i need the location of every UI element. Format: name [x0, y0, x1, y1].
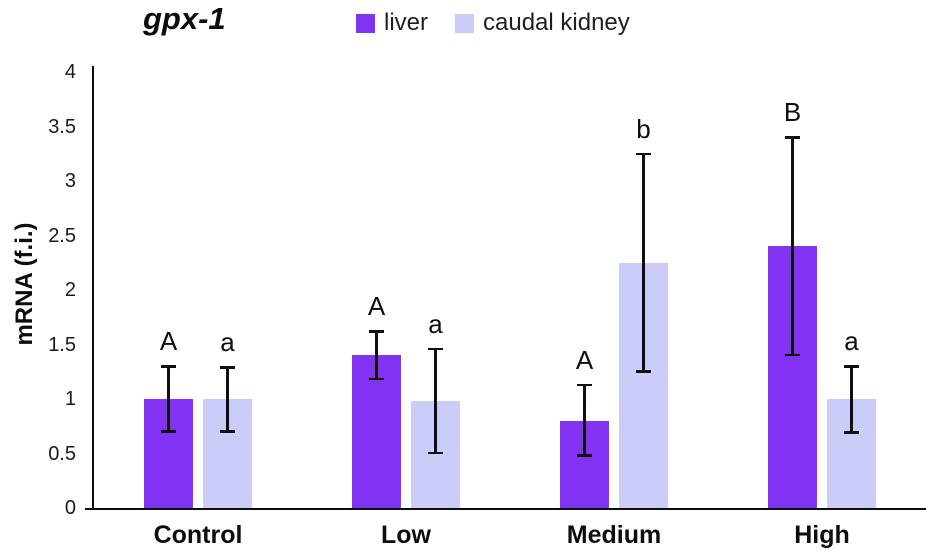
y-tick-label: 0.5: [48, 442, 76, 465]
x-axis-label: Low: [381, 521, 431, 549]
error-bar-cap-bottom-caudal-kidney-high: [844, 431, 859, 434]
sig-letter-caudal-kidney-low: a: [428, 308, 443, 339]
y-tick-label: 2: [64, 279, 76, 301]
sig-letter-liver-low: A: [367, 291, 386, 322]
y-tick-label: 1.5: [48, 333, 76, 356]
y-tick-label: 4: [64, 61, 76, 83]
chart-title: gpx-1: [143, 1, 226, 36]
error-bar-cap-bottom-liver-high: [785, 354, 800, 357]
x-axis-label: Medium: [566, 521, 662, 549]
sig-letter-caudal-kidney-high: a: [844, 326, 859, 357]
error-bar-cap-top-caudal-kidney-high: [844, 365, 859, 368]
sig-letter-caudal-kidney-control: a: [220, 327, 235, 358]
error-bar-line-liver-high: [791, 137, 794, 356]
error-bar-cap-top-caudal-kidney-low: [428, 347, 443, 351]
error-bar-cap-top-liver-control: [161, 365, 176, 368]
error-bar-line-caudal-kidney-control: [226, 367, 229, 432]
legend: liver caudal kidney: [356, 9, 630, 37]
x-axis-label: Control: [153, 521, 243, 549]
error-bar-line-liver-control: [167, 366, 170, 432]
error-bar-cap-bottom-liver-medium: [577, 454, 592, 457]
error-bar-line-caudal-kidney-high: [850, 366, 853, 433]
error-bar-cap-bottom-caudal-kidney-control: [220, 430, 235, 433]
y-tick-label: 0: [64, 497, 76, 519]
legend-swatch-liver: [356, 13, 375, 33]
sig-letter-caudal-kidney-medium: b: [636, 113, 651, 144]
error-bar-cap-bottom-caudal-kidney-medium: [636, 370, 651, 373]
error-bar-line-liver-low: [375, 331, 378, 380]
legend-label-caudal-kidney: caudal kidney: [483, 9, 630, 36]
x-axis-line: [85, 508, 926, 510]
error-bar-line-caudal-kidney-low: [434, 348, 437, 454]
legend-label-liver: liver: [384, 9, 429, 36]
error-bar-cap-bottom-liver-control: [161, 430, 176, 433]
legend-swatch-caudal-kidney: [455, 13, 475, 33]
error-bar-cap-bottom-liver-low: [369, 377, 384, 381]
error-bar-cap-top-caudal-kidney-medium: [636, 152, 651, 156]
error-bar-line-caudal-kidney-medium: [642, 153, 645, 372]
sig-letter-liver-medium: A: [575, 344, 594, 375]
error-bar-line-liver-medium: [583, 384, 586, 456]
error-bar-cap-top-liver-low: [369, 330, 384, 333]
error-bar-cap-top-liver-high: [785, 136, 800, 139]
bar-liver-low: [352, 355, 401, 508]
error-bar-cap-top-caudal-kidney-control: [220, 366, 235, 369]
legend-item-liver: liver: [356, 9, 428, 37]
sig-letter-liver-high: B: [783, 97, 802, 128]
y-tick-label: 2.5: [48, 224, 76, 247]
x-axis-label: High: [794, 521, 850, 549]
y-tick-label: 3: [64, 170, 76, 192]
sig-letter-liver-control: A: [159, 326, 178, 357]
error-bar-cap-top-liver-medium: [577, 383, 592, 387]
y-axis-line: [92, 66, 94, 510]
y-tick-label: 3.5: [48, 115, 76, 138]
error-bar-cap-bottom-caudal-kidney-low: [428, 452, 443, 455]
y-tick-label: 1: [64, 388, 76, 410]
legend-item-caudal-kidney: caudal kidney: [455, 9, 630, 37]
